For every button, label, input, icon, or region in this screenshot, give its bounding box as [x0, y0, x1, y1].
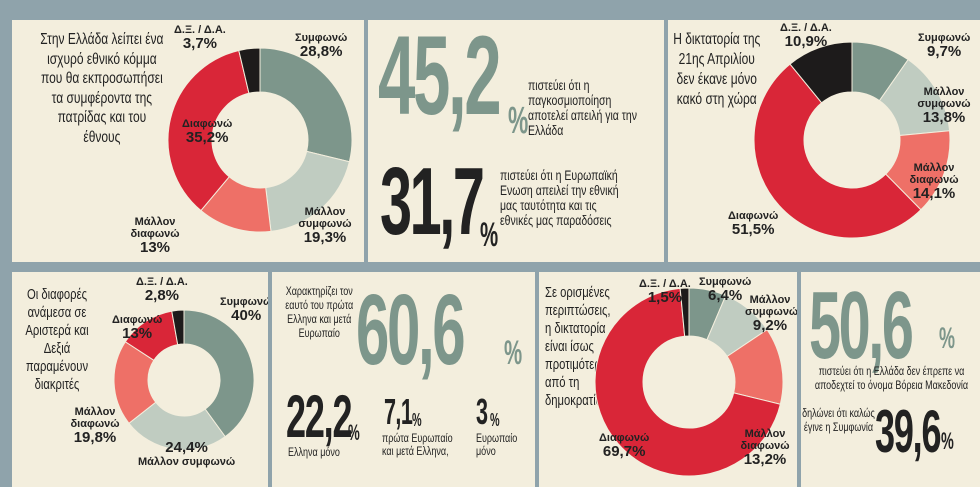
stat-european-first-text: πρώτα Ευρωπαίο και μετά Ελληνα,: [382, 431, 453, 458]
donut-chart-6: [594, 287, 784, 477]
big-number-identity: 60,6: [356, 274, 466, 386]
label-dis: Διαφωνώ 51,5%: [728, 210, 779, 238]
label-dis: Διαφωνώ 13%: [112, 314, 163, 342]
percent-sign: %: [412, 410, 422, 430]
macedonia-text: πιστεύει ότι η Ελλάδα δεν έπρεπε να αποδ…: [814, 364, 969, 392]
slice-διαφων-: [594, 287, 781, 477]
label-rdis: Μάλλον διαφωνώ 13,2%: [740, 428, 790, 468]
globalization-text: πιστεύει ότι η παγκοσμιοποίηση αποτελεί …: [528, 77, 638, 138]
donut-chart-1: [167, 47, 353, 233]
donut-chart-3: [753, 41, 951, 239]
panel-north-macedonia: 50,6 % πιστεύει ότι η Ελλάδα δεν έπρεπε …: [801, 272, 980, 487]
panel-globalization: 45,2 % πιστεύει ότι η παγκοσμιοποίηση απ…: [368, 20, 664, 262]
label-agree: Συμφωνώ 6,4%: [699, 276, 752, 304]
percent-sign: %: [348, 420, 360, 445]
slice-δ-ξ-δ-α-: [789, 41, 853, 104]
percent-sign: %: [480, 216, 499, 254]
label-ragree: Μάλλον συμφωνώ 13,8%: [917, 86, 971, 126]
big-number-eu: 31,7: [380, 148, 485, 255]
label-ragree: Μάλλον συμφωνώ 19,3%: [298, 206, 352, 246]
eu-text: πιστεύει ότι η Ευρωπαϊκή Ενωση απειλεί τ…: [500, 167, 619, 228]
question-text: Στην Ελλάδα λείπει ένα ισχυρό εθνικό κόμ…: [40, 31, 164, 146]
panel-dictatorship-1967: Η δικτατορία της 21ης Απριλίου δεν έκανε…: [668, 20, 980, 262]
panel-left-right: Οι διαφορές ανάμεσα σε Αριστερά και Δεξι…: [12, 272, 268, 487]
label-rdis: Μάλλον διαφωνώ 19,8%: [70, 406, 120, 446]
percent-sign: %: [504, 334, 523, 372]
label-dk: Δ.Ξ. / Δ.Α. 3,7%: [174, 24, 226, 52]
label-dk: Δ.Ξ. / Δ.Α. 2,8%: [136, 276, 188, 304]
slice-δ-ξ-δ-α-: [171, 309, 185, 346]
label-dk: Δ.Ξ. / Δ.Α. 1,5%: [639, 278, 691, 306]
question-text: Οι διαφορές ανάμεσα σε Αριστερά και Δεξι…: [25, 286, 89, 393]
panel-dictatorship-preferable: Σε ορισμένες περιπτώσεις, η δικτατορία ε…: [539, 272, 797, 487]
identity-text: Χαρακτηρίζει τον εαυτό του πρώτα Ελληνα …: [285, 284, 354, 340]
percent-sign: %: [490, 410, 500, 430]
agreement-text: δηλώνει ότι καλώς έγινε η Συμφωνία: [802, 406, 875, 434]
stat-european-first: 7,1: [384, 391, 413, 432]
label-agree: Συμφωνώ 40%: [220, 296, 268, 324]
slice-δ-ξ-δ-α-: [679, 287, 690, 337]
big-number-agreement: 39,6: [875, 398, 941, 465]
label-rdis: Μάλλον διαφωνώ 13%: [130, 216, 180, 256]
slice-δ-ξ-δ-α-: [238, 47, 261, 94]
label-dis: Διαφωνώ 69,7%: [599, 432, 650, 460]
stat-european-only: 3: [476, 391, 488, 432]
percent-sign: %: [941, 428, 954, 455]
label-dis: Διαφωνώ 35,2%: [182, 118, 233, 146]
panel-identity: Χαρακτηρίζει τον εαυτό του πρώτα Ελληνα …: [272, 272, 535, 487]
percent-sign: %: [508, 100, 529, 142]
big-number-macedonia: 50,6: [809, 272, 914, 379]
question-text: Η δικτατορία της 21ης Απριλίου δεν έκανε…: [673, 31, 761, 108]
label-ragree: Μάλλον συμφωνώ 9,2%: [745, 294, 797, 334]
stat-greek-only-text: Ελληνα μόνο: [288, 445, 340, 459]
label-rdis: Μάλλον διαφωνώ 14,1%: [909, 162, 959, 202]
donut-chart-4: [113, 309, 255, 451]
panel-national-party: Στην Ελλάδα λείπει ένα ισχυρό εθνικό κόμ…: [12, 20, 364, 262]
slice-διαφων-: [167, 49, 250, 212]
slice-συμφων-: [259, 47, 353, 163]
label-dk: Δ.Ξ. / Δ.Α. 10,9%: [780, 22, 832, 50]
slice-διαφων-: [753, 63, 922, 239]
slice-συμφων-: [183, 309, 255, 438]
question-text: Σε ορισμένες περιπτώσεις, η δικτατορία ε…: [545, 284, 611, 409]
stat-greek-only: 22,2: [286, 383, 352, 450]
label-agree: Συμφωνώ 9,7%: [918, 32, 971, 60]
percent-sign: %: [939, 322, 956, 355]
big-number-globalization: 45,2: [378, 20, 502, 138]
label-agree: Συμφωνώ 28,8%: [295, 32, 348, 60]
label-ragree: 24,4% Μάλλον συμφωνώ: [138, 439, 236, 469]
stat-european-only-text: Ευρωπαίο μόνο: [476, 431, 518, 458]
